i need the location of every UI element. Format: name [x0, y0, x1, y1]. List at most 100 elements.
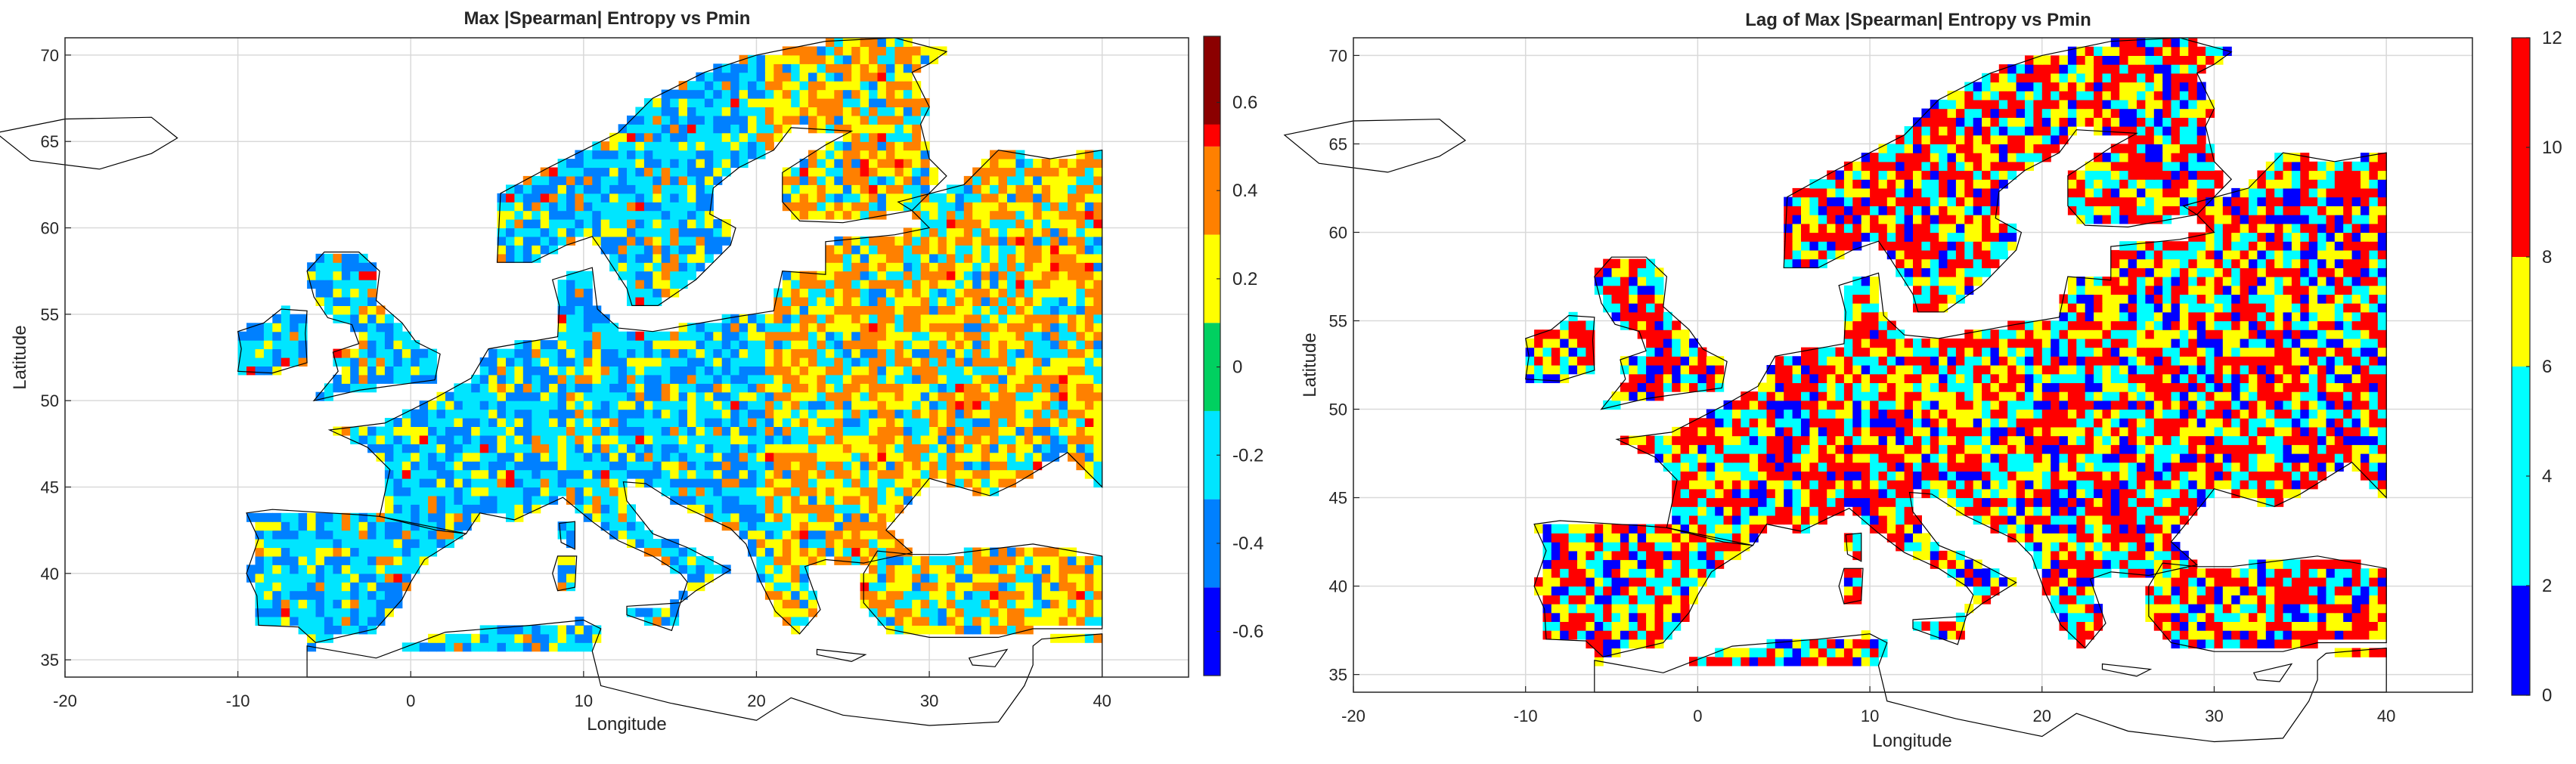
heatmap-cell [946, 305, 956, 315]
heatmap-cell [384, 590, 394, 600]
heatmap-cell [540, 245, 550, 255]
heatmap-cell [877, 555, 887, 565]
heatmap-cell [730, 478, 740, 488]
heatmap-cell [1093, 633, 1103, 643]
heatmap-cell [773, 418, 783, 427]
heatmap-cell [721, 504, 731, 514]
heatmap-cell [1015, 435, 1025, 444]
heatmap-cell [2351, 559, 2361, 569]
heatmap-cell [885, 38, 895, 47]
heatmap-cell [946, 608, 956, 617]
heatmap-cell [704, 495, 714, 505]
heatmap-cell [307, 625, 317, 635]
heatmap-cell [721, 72, 731, 82]
heatmap-cell [609, 348, 619, 358]
heatmap-cell [540, 633, 550, 643]
heatmap-cell [946, 409, 956, 419]
heatmap-cell [540, 487, 550, 496]
heatmap-cell [981, 444, 990, 453]
heatmap-cell [1076, 193, 1086, 203]
heatmap-cell [773, 366, 783, 376]
heatmap-cell [929, 357, 939, 367]
heatmap-cell [1654, 550, 1664, 561]
heatmap-cell [799, 617, 809, 626]
heatmap-cell [799, 280, 809, 289]
heatmap-cell [687, 418, 696, 427]
heatmap-cell [2119, 559, 2129, 569]
heatmap-cell [462, 521, 472, 531]
heatmap-cell [350, 280, 360, 289]
heatmap-cell [2240, 621, 2249, 631]
heatmap-cell [350, 288, 360, 298]
heatmap-cell [730, 323, 740, 333]
heatmap-cell [2128, 559, 2137, 569]
heatmap-cell [1015, 582, 1025, 592]
heatmap-cell [834, 409, 844, 419]
heatmap-cell [384, 461, 394, 471]
heatmap-cell [549, 633, 559, 643]
heatmap-cell [643, 391, 653, 401]
heatmap-cell [514, 409, 524, 419]
heatmap-cell [739, 409, 749, 419]
heatmap-cell [842, 150, 852, 159]
heatmap-cell [497, 253, 507, 263]
heatmap-cell [583, 331, 593, 341]
heatmap-cell [903, 262, 913, 272]
heatmap-cell [851, 305, 861, 315]
heatmap-cell [825, 184, 835, 194]
heatmap-cell [1068, 202, 1077, 212]
heatmap-cell [1611, 577, 1621, 587]
heatmap-cell [522, 219, 532, 229]
heatmap-cell [799, 357, 809, 367]
heatmap-cell [955, 401, 965, 410]
heatmap-cell [272, 366, 282, 376]
heatmap-cell [981, 409, 990, 419]
heatmap-cell [653, 115, 662, 125]
heatmap-cell [471, 444, 481, 453]
heatmap-cell [1093, 383, 1103, 393]
heatmap-cell [643, 478, 653, 488]
heatmap-cell [1050, 340, 1060, 350]
heatmap-cell [2308, 577, 2318, 587]
heatmap-cell [972, 366, 982, 376]
heatmap-cell [998, 280, 1008, 289]
heatmap-cell [307, 573, 317, 583]
heatmap-cell [955, 184, 965, 194]
heatmap-cell [1611, 533, 1621, 543]
heatmap-cell [1093, 175, 1103, 185]
heatmap-cell [773, 305, 783, 315]
heatmap-cell [566, 487, 575, 496]
heatmap-cell [920, 280, 930, 289]
heatmap-cell [549, 236, 559, 246]
heatmap-cell [497, 383, 507, 393]
heatmap-cell [929, 288, 939, 298]
heatmap-cell [877, 348, 887, 358]
heatmap-cell [401, 539, 411, 549]
heatmap-cell [869, 452, 879, 462]
heatmap-cell [298, 617, 308, 626]
heatmap-cell [1093, 409, 1103, 419]
heatmap-cell [661, 288, 671, 298]
heatmap-cell [290, 547, 299, 557]
heatmap-cell [1041, 383, 1051, 393]
heatmap-cell [842, 469, 852, 479]
heatmap-cell [566, 305, 575, 315]
heatmap-cell [566, 374, 575, 384]
heatmap-cell [549, 426, 559, 436]
heatmap-cell [1007, 617, 1016, 626]
heatmap-cell [358, 582, 368, 592]
heatmap-cell [255, 547, 265, 557]
heatmap-cell [497, 366, 507, 376]
heatmap-cell [773, 115, 783, 125]
heatmap-cell [618, 132, 628, 142]
heatmap-cell [1706, 533, 1716, 543]
heatmap-cell [938, 608, 947, 617]
heatmap-cell [263, 340, 273, 350]
heatmap-cell [2222, 595, 2232, 605]
heatmap-cell [1015, 452, 1025, 462]
heatmap-cell [281, 521, 290, 531]
heatmap-cell [497, 495, 507, 505]
heatmap-cell [842, 253, 852, 263]
heatmap-cell [281, 348, 290, 358]
heatmap-cell [618, 150, 628, 159]
